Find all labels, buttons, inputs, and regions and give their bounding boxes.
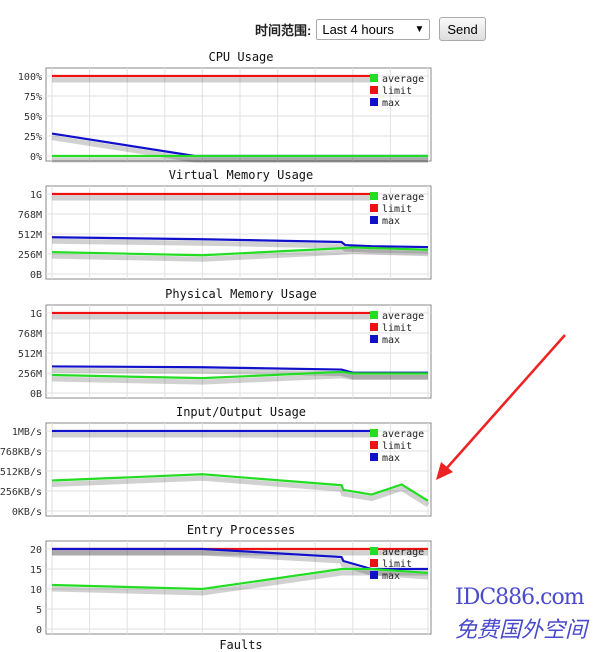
- y-tick-label: 10: [30, 585, 42, 596]
- y-tick-label: 25%: [24, 132, 42, 143]
- chart-3: 0KB/s 256KB/s 512KB/s 768KB/s 1MB/s averageli…: [0, 422, 432, 518]
- series-line-average: [51, 246, 429, 257]
- series-shadow: [51, 475, 430, 507]
- series-shadow: [51, 367, 428, 380]
- time-range-label: 时间范围:: [255, 22, 312, 38]
- chart-title: Virtual Memory Usage: [168, 168, 314, 182]
- series-shadow: [51, 248, 429, 262]
- series-line-average: [51, 370, 428, 380]
- legend-label-average: average: [382, 74, 424, 85]
- y-tick-label: 75%: [24, 92, 42, 103]
- legend-label-limit: limit: [382, 323, 412, 334]
- time-range-select[interactable]: Last 4 hours ▼: [316, 18, 431, 40]
- y-tick-label: 1G: [30, 190, 42, 201]
- legend-swatch-limit: [370, 441, 378, 449]
- legend-swatch-limit: [370, 323, 378, 331]
- plot-frame: [45, 422, 432, 517]
- chart-title: Physical Memory Usage: [165, 287, 317, 301]
- series-line-max: [51, 236, 429, 249]
- time-range-toolbar: 时间范围: Last 4 hours ▼ Send: [255, 17, 486, 41]
- y-tick-label: 256M: [18, 250, 42, 261]
- legend-swatch-max: [370, 335, 378, 343]
- legend-swatch-max: [370, 571, 378, 579]
- series-shadow: [51, 570, 429, 596]
- watermark-line2: 免费国外空间: [455, 618, 588, 643]
- legend-label-limit: limit: [382, 204, 412, 215]
- y-tick-label: 256KB/s: [0, 487, 42, 498]
- y-tick-label: 512M: [18, 230, 42, 241]
- legend-label-average: average: [382, 547, 424, 558]
- y-tick-label: 1MB/s: [12, 427, 42, 438]
- legend-swatch-average: [370, 192, 378, 200]
- legend-label-average: average: [382, 429, 424, 440]
- legend-swatch-max: [370, 216, 378, 224]
- series-shadow: [51, 373, 428, 385]
- legend-label-max: max: [382, 571, 400, 582]
- plot-frame: [45, 304, 432, 399]
- y-tick-label: 20: [30, 545, 42, 556]
- y-tick-label: 256M: [18, 369, 42, 380]
- legend-swatch-average: [370, 429, 378, 437]
- y-tick-label: 1G: [30, 309, 42, 320]
- series-shadow: [52, 550, 428, 576]
- chart-title: CPU Usage: [208, 50, 274, 64]
- y-tick-label: 768M: [18, 329, 42, 340]
- y-tick-label: 5: [36, 605, 42, 616]
- y-tick-label: 100%: [18, 72, 42, 83]
- legend-swatch-limit: [370, 86, 378, 94]
- legend-swatch-limit: [370, 559, 378, 567]
- watermark-line1: IDC886.com: [455, 585, 585, 610]
- series-line-average: [51, 567, 429, 591]
- legend-swatch-average: [370, 547, 378, 555]
- dropdown-arrow-icon: ▼: [414, 23, 425, 35]
- legend-label-limit: limit: [382, 86, 412, 97]
- y-tick-label: 15: [30, 565, 42, 576]
- y-tick-label: 0%: [30, 152, 42, 163]
- y-tick-label: 0B: [30, 270, 42, 281]
- plot-frame: [45, 67, 432, 162]
- legend-label-average: average: [382, 192, 424, 203]
- watermark: IDC886.com 免费国外空间: [455, 585, 587, 644]
- series-line-average: [51, 473, 429, 502]
- y-tick-label: 0B: [30, 389, 42, 400]
- time-range-value: Last 4 hours: [322, 21, 394, 37]
- legend-swatch-max: [370, 98, 378, 106]
- legend-swatch-max: [370, 453, 378, 461]
- legend-label-limit: limit: [382, 559, 412, 570]
- y-tick-label: 768M: [18, 210, 42, 221]
- y-tick-label: 512KB/s: [0, 467, 42, 478]
- legend-swatch-limit: [370, 204, 378, 212]
- legend-label-max: max: [382, 335, 400, 346]
- send-button[interactable]: Send: [439, 17, 486, 41]
- plot-frame: [45, 185, 432, 280]
- legend-label-average: average: [382, 311, 424, 322]
- legend-label-limit: limit: [382, 441, 412, 452]
- chart-title: Entry Processes: [186, 523, 296, 537]
- y-tick-label: 768KB/s: [0, 447, 42, 458]
- chart-title: Input/Output Usage: [175, 405, 307, 419]
- legend-label-max: max: [382, 216, 400, 227]
- legend-label-max: max: [382, 98, 400, 109]
- legend-label-max: max: [382, 453, 400, 464]
- y-tick-label: 512M: [18, 349, 42, 360]
- y-tick-label: 0: [36, 625, 42, 636]
- legend-swatch-average: [370, 311, 378, 319]
- series-shadow: [51, 135, 428, 163]
- legend-swatch-average: [370, 74, 378, 82]
- y-tick-label: 0KB/s: [12, 507, 42, 518]
- y-tick-label: 50%: [24, 112, 42, 123]
